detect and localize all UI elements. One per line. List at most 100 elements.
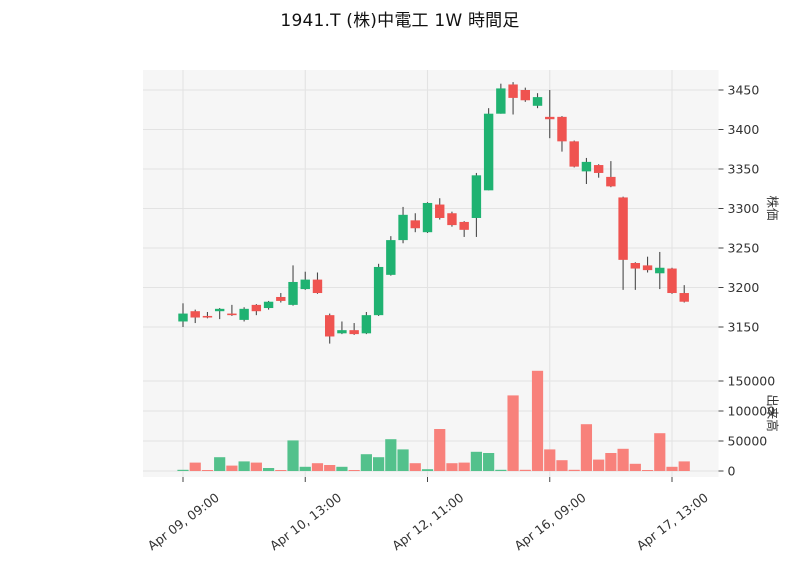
volume-bar: [421, 469, 434, 471]
volume-bar: [544, 449, 556, 471]
candle-body: [263, 301, 274, 309]
volume-bar: [593, 459, 605, 471]
volume-bar: [507, 395, 519, 471]
candle-body: [276, 296, 286, 301]
volume-bar: [177, 469, 189, 471]
candle-body: [227, 313, 237, 316]
volume-bar: [531, 370, 544, 471]
volume-bar: [299, 466, 311, 471]
candle-body: [679, 293, 689, 302]
volume-bar: [189, 462, 201, 471]
candle-body: [581, 161, 592, 172]
volume-bar: [629, 463, 641, 471]
volume-bar: [519, 469, 531, 471]
candle-body: [300, 279, 310, 290]
candle-body: [337, 330, 347, 334]
candle-body: [593, 165, 604, 173]
volume-bar: [434, 429, 446, 471]
volume-bar: [348, 470, 360, 471]
volume-bar: [556, 460, 568, 471]
date-tick-label: Apr 10, 13:00: [267, 490, 344, 553]
candle-body: [373, 266, 384, 316]
date-tick-label: Apr 17, 13:00: [634, 490, 711, 553]
price-tick-label: 3200: [728, 280, 760, 295]
candle-body: [508, 84, 518, 98]
date-tick-label: Apr 12, 11:00: [389, 490, 466, 553]
volume-bar: [446, 463, 458, 471]
price-tick-label: 3400: [728, 122, 760, 137]
volume-bar: [470, 451, 482, 471]
candle-body: [251, 304, 262, 312]
candle-body: [361, 315, 372, 334]
volume-tick-label: 50000: [728, 434, 768, 449]
volume-bar: [641, 470, 654, 471]
candle-body: [496, 88, 506, 114]
candle-body: [606, 176, 616, 187]
candle-body: [239, 308, 249, 320]
volume-bar: [397, 449, 409, 471]
volume-bar: [336, 466, 348, 471]
volume-tick-label: 150000: [728, 374, 776, 389]
candle-body: [459, 221, 469, 230]
volume-bar: [495, 469, 507, 471]
candle-body: [325, 315, 335, 337]
volume-bar: [568, 469, 580, 471]
volume-axis-title: 出来高: [765, 394, 780, 432]
volume-bar: [654, 433, 666, 471]
candle-body: [178, 313, 188, 322]
candle-body: [312, 279, 323, 294]
volume-bar: [409, 463, 421, 471]
volume-bar: [226, 465, 238, 471]
volume-bar: [238, 461, 250, 471]
candle-body: [410, 220, 420, 229]
candle-body: [471, 175, 482, 218]
candle-body: [557, 116, 567, 142]
candle-body: [386, 240, 396, 275]
candle-body: [655, 267, 665, 274]
price-tick-label: 3450: [728, 83, 760, 98]
chart-title: 1941.T (株)中電工 1W 時間足: [280, 11, 520, 31]
price-axis-title: 株価: [765, 195, 780, 220]
volume-bar: [666, 466, 678, 471]
volume-bar: [262, 468, 275, 471]
candle-body: [483, 113, 494, 191]
volume-bar: [617, 448, 629, 471]
volume-bar: [605, 453, 617, 471]
candle-body: [190, 311, 200, 318]
candle-body: [435, 204, 445, 218]
volume-bar: [275, 470, 287, 471]
candle-body: [630, 263, 641, 269]
volume-bar: [311, 463, 324, 471]
date-tick-label: Apr 16, 09:00: [511, 490, 588, 553]
volume-bar: [360, 454, 372, 471]
volume-bar: [250, 462, 262, 471]
volume-bar: [385, 439, 397, 471]
candle-body: [422, 202, 433, 233]
volume-bar: [201, 470, 214, 471]
candle-body: [569, 141, 579, 167]
volume-tick-label: 0: [728, 464, 736, 479]
volume-bar: [373, 457, 385, 471]
candle-body: [349, 330, 359, 335]
volume-bar: [483, 453, 495, 471]
candle-body: [214, 308, 225, 312]
candle-body: [447, 213, 457, 226]
plot-background: [143, 70, 719, 477]
price-tick-label: 3250: [728, 241, 760, 256]
volume-bar: [580, 424, 593, 471]
price-tick-label: 3150: [728, 320, 760, 335]
volume-tick-label: 100000: [728, 404, 776, 419]
candle-body: [398, 214, 408, 241]
price-tick-label: 3350: [728, 162, 760, 177]
date-tick-label: Apr 09, 09:00: [145, 490, 222, 553]
volume-bar: [458, 462, 470, 471]
candle-body: [532, 97, 543, 106]
candle-body: [545, 116, 555, 120]
volume-bar: [214, 457, 226, 471]
candle-body: [520, 90, 530, 101]
candle-body: [202, 315, 213, 318]
candle-body: [618, 197, 628, 260]
volume-bar: [324, 465, 336, 471]
